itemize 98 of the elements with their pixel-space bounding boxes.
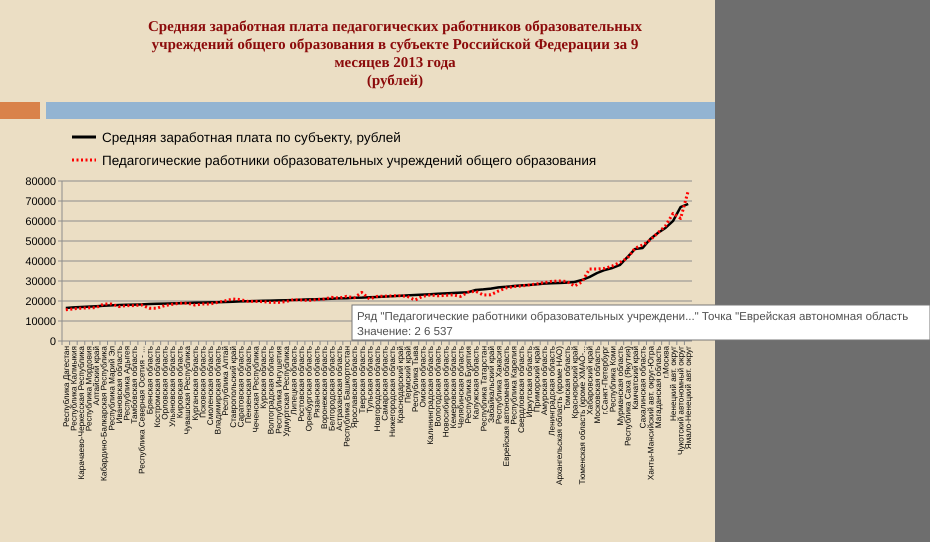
x-tick-label: Пензенская область xyxy=(244,346,253,424)
x-tick-label: Смоленская область xyxy=(206,346,216,426)
x-tick-label: Ленинградская область xyxy=(548,346,557,436)
y-tick-label: 60000 xyxy=(25,216,56,228)
x-tick-label: Республика Коми xyxy=(608,346,618,412)
x-tick-label: Республика Марий Эл xyxy=(107,346,116,430)
x-tick-label: Пермский край xyxy=(403,346,412,403)
x-tick-label: Архангельская область (кроме НАО) xyxy=(555,346,564,485)
x-tick-label: Магаданская область xyxy=(654,346,663,428)
x-tick-label: Новосибирская область xyxy=(441,346,450,438)
x-tick-label: Республика Саха (Якутия) xyxy=(623,346,632,446)
y-tick-label: 50000 xyxy=(25,236,56,248)
x-tick-label: Мурманская область xyxy=(616,346,625,426)
x-tick-label: Белгородская область xyxy=(327,346,336,431)
x-tick-label: Кировская область xyxy=(176,346,185,418)
x-tick-label: Краснодарский край xyxy=(396,346,405,424)
x-tick-label: Приморский край xyxy=(532,346,542,412)
y-tick-label: 70000 xyxy=(25,196,56,208)
y-tick-label: 0 xyxy=(50,336,56,348)
y-tick-label: 30000 xyxy=(25,276,56,288)
x-tick-label: Забайкальский край xyxy=(486,346,496,423)
x-tick-label: Иркутская область xyxy=(524,346,534,418)
x-tick-label: Хабаровский край xyxy=(586,346,595,415)
x-tick-label: Карачаево-Черкесская Республика xyxy=(76,346,86,480)
y-tick-label: 20000 xyxy=(25,296,56,308)
x-tick-label: Костромская область xyxy=(152,346,162,428)
x-tick-label: Томская область xyxy=(562,346,572,410)
x-tick-label: г.Москва xyxy=(661,346,670,378)
annotation: Значение: 2 6 537 xyxy=(357,326,453,338)
x-tick-label: Республика Дагестан xyxy=(62,346,71,427)
x-tick-label: Чукотский автономный округ xyxy=(676,346,686,455)
x-tick-label: Курская область xyxy=(259,346,268,409)
x-tick-label: Тверская область xyxy=(358,346,367,414)
x-tick-label: Свердловская область xyxy=(517,346,526,433)
x-tick-label: Липецкая область xyxy=(290,346,299,415)
x-tick-label: Волгоградская область xyxy=(266,346,276,434)
x-tick-label: Нижегородская область xyxy=(388,346,398,438)
x-tick-label: Республика Хакасия xyxy=(494,346,504,424)
x-tick-label: Тамбовская область xyxy=(130,346,140,424)
x-tick-label: Республика Карелия xyxy=(510,346,519,425)
x-tick-label: Ненецкий авт. округ xyxy=(669,346,678,422)
x-tick-label: Республика Тыва xyxy=(410,346,420,412)
x-tick-label: Тульская область xyxy=(365,346,374,413)
x-tick-label: Республика Башкортостан xyxy=(342,346,352,447)
x-tick-label: Республика Бурятия xyxy=(464,346,474,424)
x-tick-label: Калининградская область xyxy=(426,346,436,445)
x-tick-label: Удмуртская Республика xyxy=(282,346,291,437)
x-tick-label: г.Санкт-Петербург xyxy=(600,346,610,414)
x-tick-label: Республика Калмыкия xyxy=(69,346,78,431)
x-tick-label: Вологодская область xyxy=(434,346,443,427)
x-tick-label: Ханты-Мансийский авт. округ-Югра xyxy=(646,346,656,480)
x-tick-label: Республика Алтай xyxy=(221,346,230,416)
x-tick-label: Самарская область xyxy=(380,346,390,421)
chart-subtitle: (рублей) xyxy=(366,73,424,89)
x-tick-label: Ульяновская область xyxy=(168,346,178,427)
x-tick-label: Еврейская автономная область xyxy=(502,346,512,466)
x-tick-label: Воронежская область xyxy=(320,346,329,430)
x-tick-label: Ставропольский край xyxy=(228,346,238,428)
x-tick-label: Московская область xyxy=(593,346,602,424)
x-tick-label: Ростовская область xyxy=(297,346,306,422)
x-tick-label: Орловская область xyxy=(160,346,170,420)
x-tick-label: Тюменская область (кроме ХМАО-... xyxy=(578,346,587,484)
x-tick-label: Республика Татарстан xyxy=(479,346,488,432)
x-tick-label: Брянская область xyxy=(145,346,154,414)
x-tick-label: Челябинская область xyxy=(456,346,466,428)
x-tick-label: Красноярский край xyxy=(570,346,580,418)
x-tick-label: Саратовская область xyxy=(236,346,246,428)
x-tick-label: Алтайский край xyxy=(92,346,102,406)
y-tick-label: 10000 xyxy=(25,316,56,328)
x-tick-label: Оренбургская область xyxy=(304,346,314,432)
x-tick-label: Республика Ингушетия xyxy=(274,346,284,434)
chart-title: Средняя заработная плата педагогических работников образовательных учреждений общего образования в субъекте Российской Федерации за 9 месяцев 2013 года xyxy=(148,19,643,71)
y-tick-label: 80000 xyxy=(25,176,56,188)
x-tick-label: Омская область xyxy=(418,346,428,408)
x-tick-label: Псковская область xyxy=(198,346,208,418)
x-tick-label: Владимирская область xyxy=(214,346,223,434)
x-tick-label: Курганская область xyxy=(190,346,200,421)
legend-label: Средняя заработная плата по субъекту, рублей xyxy=(102,130,401,145)
x-tick-label: Кабардино-Балкарская Республика xyxy=(100,346,109,481)
x-tick-label: Камчатский край xyxy=(631,346,640,410)
x-tick-label: Сахалинская область xyxy=(638,346,648,428)
x-tick-label: Новгородская область xyxy=(373,346,382,432)
y-tick-label: 40000 xyxy=(25,256,56,268)
x-tick-label: Ямало-Ненецкий авт. округ xyxy=(684,346,694,450)
x-tick-label: Чувашская Республика xyxy=(183,346,192,434)
x-tick-label: Республика Северная Осетия - ... xyxy=(138,346,147,474)
x-tick-label: Калужская область xyxy=(472,346,481,420)
x-tick-label: Чеченская Республика xyxy=(252,346,261,433)
x-tick-label: Амурская область xyxy=(540,346,549,416)
x-tick-label: Кемеровская область xyxy=(448,346,458,428)
x-tick-label: Рязанская область xyxy=(312,346,322,418)
x-tick-label: Республика Адыгея xyxy=(122,346,132,421)
x-tick-label: Астраханская область xyxy=(335,346,344,431)
x-tick-label: Ивановская область xyxy=(114,346,124,424)
annotation: Ряд "Педагогические работники образовательных учреждени..." Точка "Еврейская автономная область xyxy=(357,311,908,323)
x-tick-label: Республика Мордовия xyxy=(84,346,94,432)
x-tick-label: Ярославская область xyxy=(350,346,360,428)
legend-label: Педагогические работники образовательных учреждений общего образования xyxy=(102,153,596,168)
